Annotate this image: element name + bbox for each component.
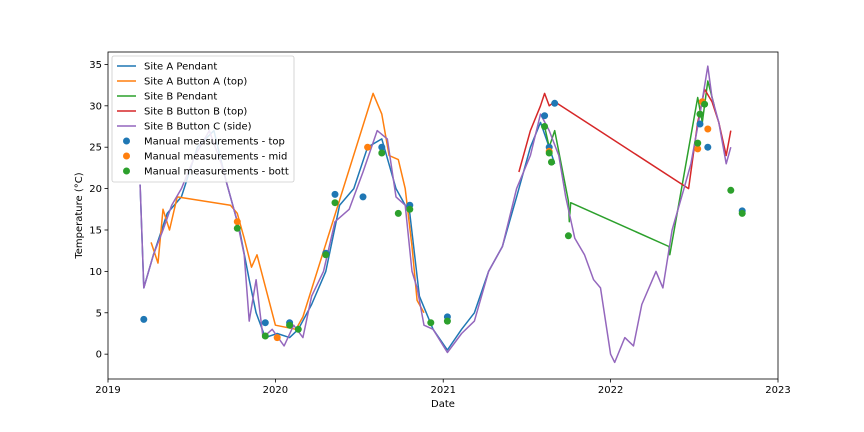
data-point xyxy=(738,209,746,217)
legend-swatch-marker xyxy=(123,137,130,145)
data-point xyxy=(261,332,269,340)
data-point xyxy=(331,199,339,207)
data-point xyxy=(551,99,559,107)
series-line-3 xyxy=(543,80,716,256)
y-tick-label: 30 xyxy=(89,101,102,112)
x-tick-label: 2023 xyxy=(765,385,790,396)
x-tick-label: 2021 xyxy=(431,385,456,396)
data-point xyxy=(261,319,269,327)
y-tick-label: 5 xyxy=(96,308,102,319)
legend-entry-label: Site B Button B (top) xyxy=(144,107,247,118)
data-point xyxy=(322,251,330,259)
data-point xyxy=(378,143,386,151)
data-point xyxy=(359,193,367,201)
data-point xyxy=(294,325,302,333)
y-axis-label: Temperature (°C) xyxy=(74,172,85,259)
data-point xyxy=(443,317,451,325)
data-point xyxy=(727,186,735,194)
series-line-2 xyxy=(150,92,425,331)
data-point xyxy=(548,158,555,166)
y-tick-label: 15 xyxy=(89,225,102,236)
legend-entry-label: Site B Pendant xyxy=(144,92,217,103)
data-point xyxy=(364,143,372,151)
y-tick-label: 25 xyxy=(89,143,102,154)
legend-entry-label: Manual measurements - top xyxy=(144,137,285,148)
legend-swatch-marker xyxy=(123,152,130,160)
legend: Site A Pendant Site A Button A (top) Site … xyxy=(111,55,295,183)
x-tick-label: 2019 xyxy=(95,385,120,396)
legend-box xyxy=(111,55,295,183)
data-point xyxy=(406,205,414,213)
data-point xyxy=(694,139,702,147)
data-point xyxy=(427,319,435,327)
legend-entry-label: Site B Button C (side) xyxy=(144,122,252,133)
series-line-5 xyxy=(139,65,732,364)
data-point xyxy=(331,190,339,198)
legend-entry-label: Site A Pendant xyxy=(144,62,217,73)
data-point xyxy=(694,145,702,153)
data-point xyxy=(696,110,704,118)
legend-swatch-marker xyxy=(123,167,130,175)
data-point xyxy=(233,224,241,232)
y-tick-label: 35 xyxy=(89,60,102,71)
x-tick-label: 2022 xyxy=(598,385,623,396)
data-point xyxy=(394,209,402,217)
data-point xyxy=(541,123,549,130)
data-point xyxy=(696,120,704,128)
data-point xyxy=(378,149,386,157)
y-tick-label: 10 xyxy=(89,267,102,278)
data-point xyxy=(704,125,712,133)
legend-entry-label: Manual measurements - mid xyxy=(144,152,287,163)
data-point xyxy=(564,232,572,240)
x-axis-label: Date xyxy=(431,399,455,410)
y-tick-label: 20 xyxy=(89,184,102,195)
legend-entry-label: Site A Button A (top) xyxy=(144,77,247,88)
data-point xyxy=(140,315,148,323)
axes: 2019 2020 2021 2022 2023 0 5 10 15 20 25 30 35 xyxy=(89,51,791,396)
data-point xyxy=(541,112,549,120)
data-point xyxy=(286,321,294,329)
data-point xyxy=(233,218,241,226)
data-point xyxy=(704,143,712,151)
x-tick-label: 2020 xyxy=(263,385,288,396)
data-point xyxy=(701,100,709,108)
legend-entry-label: Manual measurements - bott xyxy=(144,167,289,178)
data-point xyxy=(545,149,553,157)
y-tick-label: 0 xyxy=(96,350,102,361)
data-point xyxy=(273,334,281,342)
